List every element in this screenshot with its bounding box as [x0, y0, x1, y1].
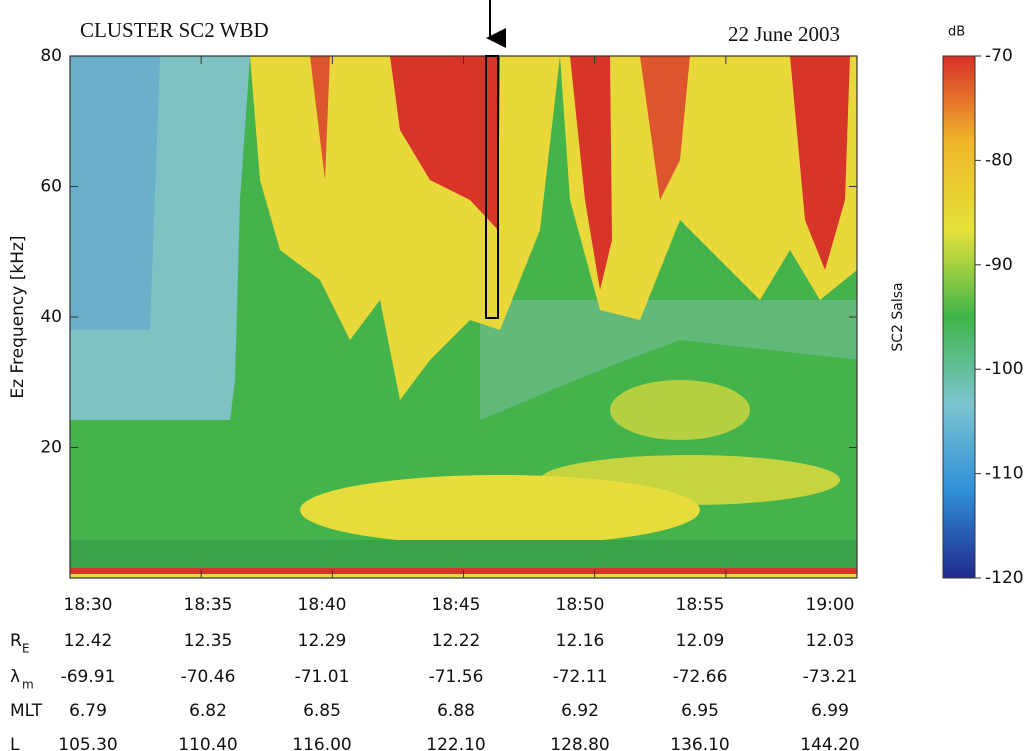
row-label: MLT: [10, 701, 43, 721]
row-value: 110.40: [178, 735, 237, 751]
date: 22 June 2003: [728, 22, 840, 46]
colorbar-label: dB: [948, 25, 965, 40]
spectrogram-region: [310, 56, 330, 180]
row-value: 6.79: [69, 701, 107, 721]
right-label: SC2 Salsa: [890, 282, 906, 351]
row-value: 12.22: [432, 631, 481, 651]
spectrogram-region: [540, 455, 840, 505]
spectrogram-region: [790, 56, 850, 270]
x-tick-label: 18:45: [432, 595, 481, 615]
row-value: 122.10: [426, 735, 485, 751]
row-value: 116.00: [292, 735, 351, 751]
spectrogram-region: [390, 56, 500, 230]
spectrogram-region: [560, 56, 857, 320]
row-value: 6.82: [189, 701, 227, 721]
colorbar-tick-label: -90: [985, 255, 1013, 275]
row-label: λ: [10, 667, 20, 687]
x-tick-label: 18:30: [64, 595, 113, 615]
row-value: 136.10: [670, 735, 729, 751]
x-tick-label: 18:40: [298, 595, 347, 615]
x-tick-label: 18:50: [556, 595, 605, 615]
x-tick-label: 18:35: [184, 595, 233, 615]
row-value: 6.99: [811, 701, 849, 721]
spectrogram: [70, 56, 857, 578]
row-label: L: [10, 735, 20, 751]
colorbar-tick-label: -110: [985, 464, 1024, 484]
row-label-sub: E: [22, 642, 30, 656]
y-tick-label: 20: [40, 438, 62, 458]
row-value: -71.01: [295, 667, 350, 687]
y-tick-label: 40: [40, 307, 62, 327]
colorbar-tick-label: -100: [985, 359, 1024, 379]
row-value: -69.91: [61, 667, 116, 687]
colorbar-tick-label: -70: [985, 46, 1013, 66]
row-value: -70.46: [181, 667, 236, 687]
row-value: 12.09: [676, 631, 725, 651]
row-value: -72.11: [553, 667, 608, 687]
spectrogram-region: [70, 540, 857, 568]
colorbar-tick-label: -120: [985, 568, 1024, 588]
y-tick-label: 60: [40, 177, 62, 197]
colorbar-tick-label: -80: [985, 150, 1013, 170]
row-value: 6.92: [561, 701, 599, 721]
row-value: -71.56: [429, 667, 484, 687]
row-value: 6.88: [437, 701, 475, 721]
x-tick-label: 19:00: [806, 595, 855, 615]
spectrogram-region: [70, 56, 160, 330]
row-value: 12.29: [298, 631, 347, 651]
chart-title: CLUSTER SC2 WBD: [80, 18, 269, 42]
y-axis-label: Ez Frequency [kHz]: [8, 235, 28, 398]
spectrogram-region: [570, 56, 612, 290]
y-tick-label: 80: [40, 46, 62, 66]
row-value: 12.35: [184, 631, 233, 651]
spectrogram-region: [480, 300, 857, 420]
row-label: R: [10, 631, 22, 651]
row-value: 105.30: [58, 735, 117, 751]
row-value: 12.42: [64, 631, 113, 651]
spectrogram-region: [640, 56, 690, 200]
highlight-box: [485, 55, 499, 319]
row-value: -72.66: [673, 667, 728, 687]
x-tick-label: 18:55: [676, 595, 725, 615]
spectrogram-region: [610, 380, 750, 440]
row-value: 12.03: [806, 631, 855, 651]
row-value: 128.80: [550, 735, 609, 751]
row-value: 6.95: [681, 701, 719, 721]
colorbar: [942, 55, 976, 579]
row-value: 6.85: [303, 701, 341, 721]
row-value: 12.16: [556, 631, 605, 651]
row-label-sub: m: [22, 678, 34, 692]
row-value: 144.20: [800, 735, 859, 751]
row-value: -73.21: [803, 667, 858, 687]
